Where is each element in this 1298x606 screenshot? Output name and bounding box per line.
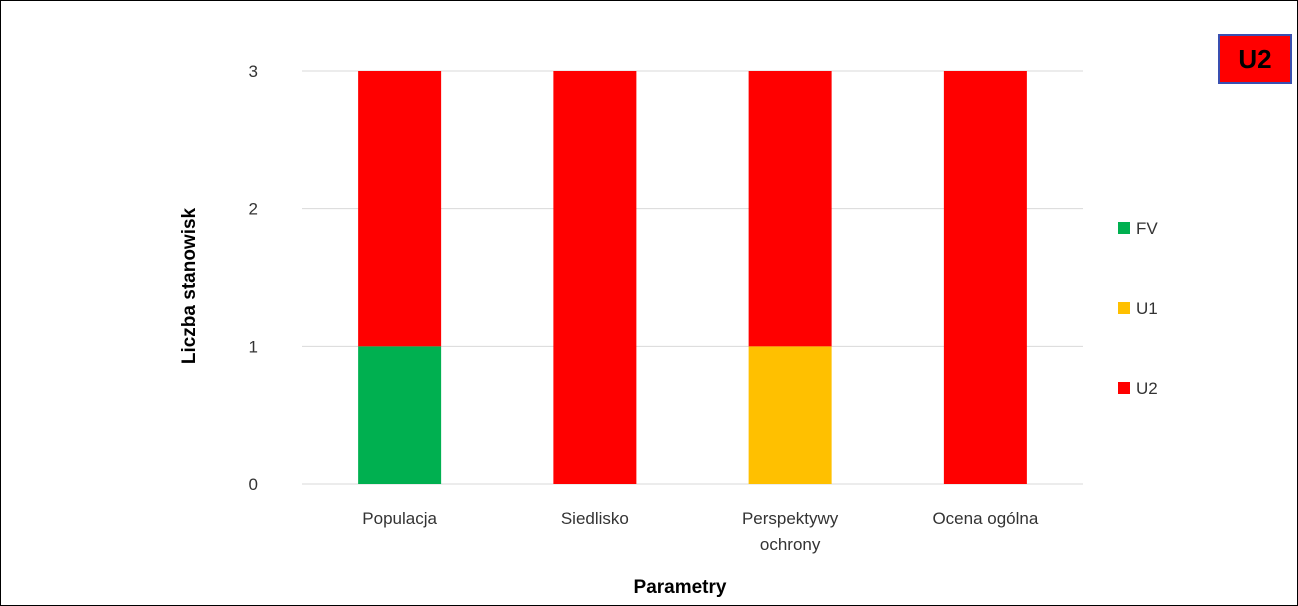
legend-swatch-fv — [1118, 222, 1130, 234]
x-tick-label-line: Ocena ogólna — [932, 509, 1038, 528]
x-axis-title: Parametry — [634, 577, 727, 598]
legend-label-fv: FV — [1136, 219, 1158, 238]
bar-u1-2 — [748, 346, 832, 484]
x-tick-label-line: Perspektywy — [742, 509, 839, 528]
legend-label-u2: U2 — [1136, 379, 1158, 398]
y-tick-label: 0 — [249, 475, 258, 494]
bar-u2-3 — [943, 71, 1027, 484]
status-badge: U2 — [1218, 34, 1292, 84]
x-tick-label: Ocena ogólna — [932, 509, 1038, 528]
y-axis-title: Liczba stanowisk — [179, 207, 200, 364]
bars — [358, 71, 1027, 484]
x-tick-label: Siedlisko — [561, 509, 629, 528]
legend: FV U1 U2 — [1118, 219, 1158, 398]
bar-u2-0 — [358, 71, 442, 347]
bar-u2-2 — [748, 71, 832, 347]
x-tick-label-line: ochrony — [760, 535, 821, 554]
x-tick-label: Populacja — [362, 509, 437, 528]
bar-fv-0 — [358, 346, 442, 484]
legend-swatch-u2 — [1118, 382, 1130, 394]
x-tick-label-line: Populacja — [362, 509, 437, 528]
legend-label-u1: U1 — [1136, 299, 1158, 318]
bar-u2-1 — [553, 71, 637, 484]
y-tick-labels: 0 1 2 3 — [249, 62, 258, 494]
y-tick-label: 1 — [249, 337, 258, 356]
y-tick-label: 3 — [249, 62, 258, 81]
legend-swatch-u1 — [1118, 302, 1130, 314]
y-tick-label: 2 — [249, 200, 258, 219]
x-tick-label-line: Siedlisko — [561, 509, 629, 528]
x-tick-labels: Populacja Siedlisko Perspektywy ochrony Ocen… — [362, 509, 1039, 554]
x-tick-label: Perspektywy ochrony — [742, 509, 839, 554]
